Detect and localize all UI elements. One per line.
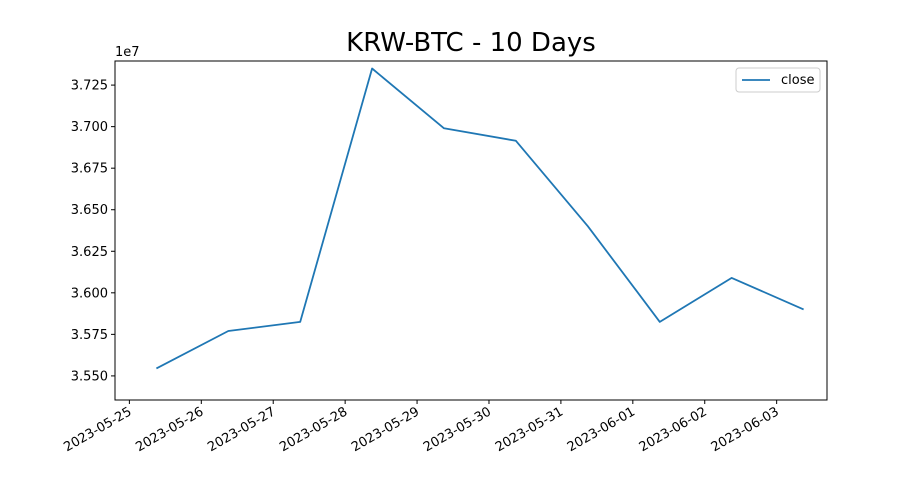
y-tick-label: 3.675: [71, 162, 108, 177]
y-offset-label: 1e7: [115, 45, 140, 60]
y-tick-label: 3.575: [71, 328, 108, 343]
y-tick-label: 3.550: [71, 369, 108, 384]
y-tick-label: 3.700: [71, 120, 108, 135]
y-tick-label: 3.600: [71, 286, 108, 301]
plot-frame: [114, 60, 828, 401]
chart-title: KRW-BTC - 10 Days: [346, 28, 596, 58]
legend-label: close: [781, 73, 814, 88]
y-tick-label: 3.725: [71, 79, 108, 94]
y-tick-label: 3.650: [71, 203, 108, 218]
legend-box: [735, 67, 821, 93]
legend: close: [735, 67, 821, 93]
series-line-close: [155, 67, 804, 370]
y-tick-label: 3.625: [71, 245, 108, 260]
